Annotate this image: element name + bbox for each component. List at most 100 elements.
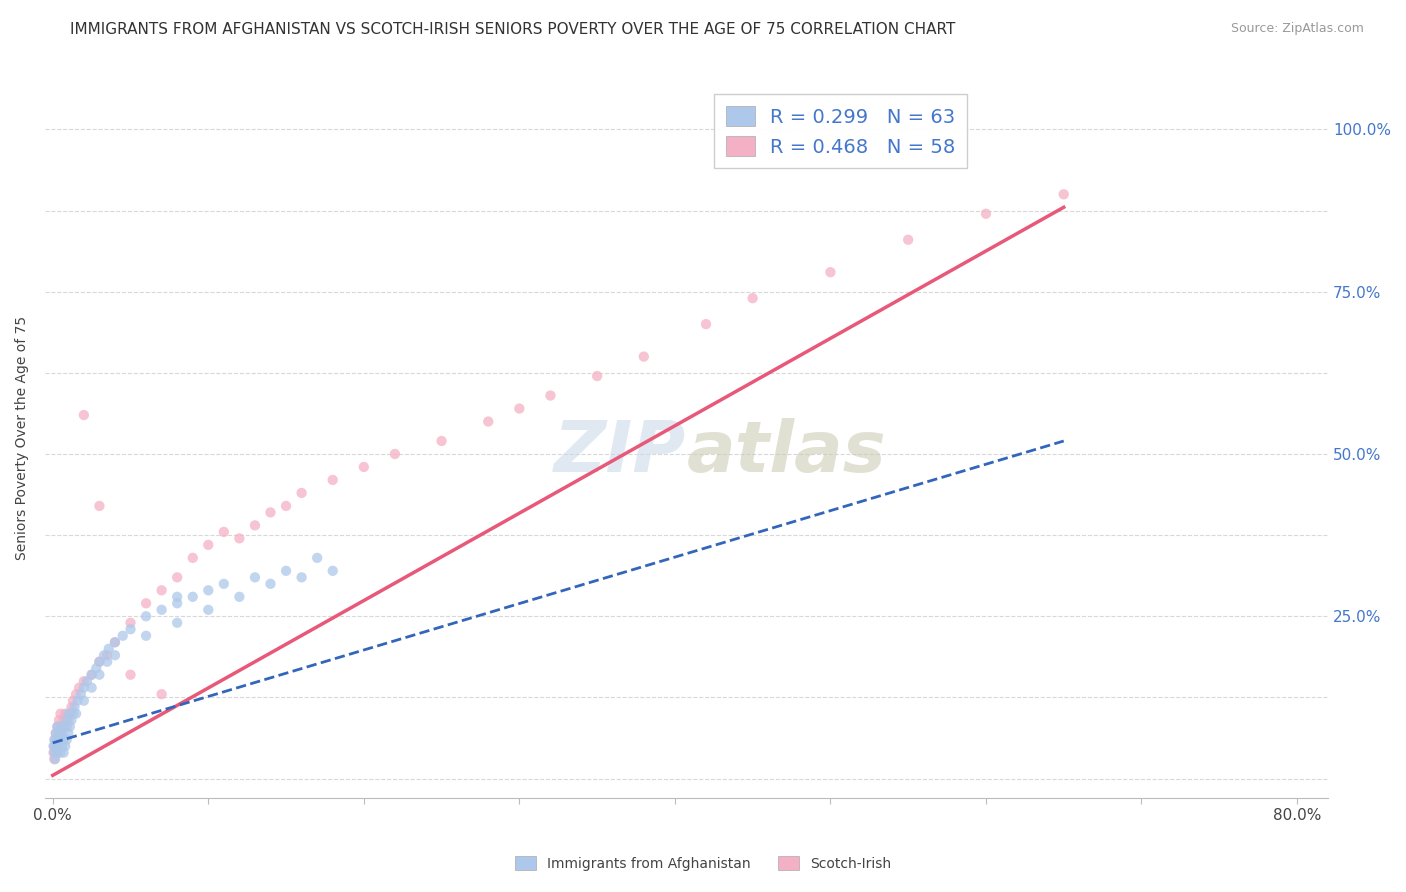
Point bbox=[55, 720, 77, 734]
Point bbox=[274, 564, 297, 578]
Point bbox=[586, 369, 609, 384]
Point bbox=[96, 655, 118, 669]
Point bbox=[65, 687, 87, 701]
Point bbox=[42, 739, 65, 753]
Point bbox=[197, 538, 219, 552]
Point bbox=[69, 687, 91, 701]
Point bbox=[58, 713, 80, 727]
Text: ZIP: ZIP bbox=[554, 417, 686, 487]
Point bbox=[44, 732, 66, 747]
Point bbox=[120, 615, 142, 630]
Point bbox=[53, 706, 76, 721]
Point bbox=[228, 590, 250, 604]
Point bbox=[695, 317, 717, 331]
Point bbox=[322, 473, 344, 487]
Point bbox=[89, 499, 111, 513]
Point bbox=[48, 739, 70, 753]
Point bbox=[51, 726, 73, 740]
Point bbox=[150, 603, 173, 617]
Point bbox=[243, 570, 266, 584]
Point bbox=[49, 746, 72, 760]
Point bbox=[120, 667, 142, 681]
Point bbox=[63, 700, 86, 714]
Point bbox=[89, 667, 111, 681]
Point bbox=[65, 706, 87, 721]
Point bbox=[52, 713, 75, 727]
Point bbox=[53, 720, 76, 734]
Text: atlas: atlas bbox=[686, 417, 886, 487]
Point bbox=[307, 550, 329, 565]
Point bbox=[62, 706, 84, 721]
Point bbox=[135, 629, 157, 643]
Legend: R = 0.299   N = 63, R = 0.468   N = 58: R = 0.299 N = 63, R = 0.468 N = 58 bbox=[714, 95, 967, 169]
Point bbox=[73, 694, 96, 708]
Point bbox=[477, 415, 499, 429]
Point bbox=[42, 746, 65, 760]
Point bbox=[52, 746, 75, 760]
Point bbox=[44, 746, 66, 760]
Point bbox=[55, 713, 77, 727]
Point bbox=[45, 726, 67, 740]
Point bbox=[60, 700, 83, 714]
Point bbox=[76, 674, 98, 689]
Point bbox=[212, 577, 235, 591]
Point bbox=[1053, 187, 1076, 202]
Point bbox=[259, 505, 281, 519]
Point bbox=[135, 609, 157, 624]
Point bbox=[73, 408, 96, 422]
Point bbox=[111, 629, 134, 643]
Point bbox=[104, 635, 127, 649]
Point bbox=[181, 590, 204, 604]
Point bbox=[104, 635, 127, 649]
Point bbox=[46, 746, 69, 760]
Point bbox=[820, 265, 842, 279]
Point bbox=[166, 590, 188, 604]
Point bbox=[48, 713, 70, 727]
Point bbox=[181, 550, 204, 565]
Point bbox=[46, 739, 69, 753]
Point bbox=[166, 615, 188, 630]
Point bbox=[46, 732, 69, 747]
Point bbox=[150, 583, 173, 598]
Point bbox=[741, 291, 763, 305]
Point bbox=[540, 388, 562, 402]
Point bbox=[80, 667, 103, 681]
Point bbox=[243, 518, 266, 533]
Point bbox=[44, 739, 66, 753]
Point bbox=[89, 655, 111, 669]
Point bbox=[59, 720, 82, 734]
Point bbox=[93, 648, 115, 663]
Point bbox=[49, 720, 72, 734]
Point bbox=[53, 739, 76, 753]
Point bbox=[62, 694, 84, 708]
Point bbox=[48, 726, 70, 740]
Point bbox=[51, 720, 73, 734]
Point bbox=[67, 681, 90, 695]
Point bbox=[48, 732, 70, 747]
Point bbox=[60, 713, 83, 727]
Point bbox=[197, 583, 219, 598]
Point bbox=[55, 732, 77, 747]
Point bbox=[120, 622, 142, 636]
Point bbox=[73, 674, 96, 689]
Point bbox=[46, 720, 69, 734]
Point bbox=[104, 648, 127, 663]
Text: IMMIGRANTS FROM AFGHANISTAN VS SCOTCH-IRISH SENIORS POVERTY OVER THE AGE OF 75 C: IMMIGRANTS FROM AFGHANISTAN VS SCOTCH-IR… bbox=[70, 22, 956, 37]
Point bbox=[633, 350, 655, 364]
Point bbox=[291, 570, 314, 584]
Point bbox=[135, 596, 157, 610]
Point bbox=[197, 603, 219, 617]
Point bbox=[44, 732, 66, 747]
Point bbox=[45, 726, 67, 740]
Point bbox=[353, 460, 375, 475]
Point bbox=[84, 661, 107, 675]
Point bbox=[228, 532, 250, 546]
Y-axis label: Seniors Poverty Over the Age of 75: Seniors Poverty Over the Age of 75 bbox=[15, 316, 30, 560]
Point bbox=[322, 564, 344, 578]
Point bbox=[430, 434, 453, 448]
Point bbox=[80, 681, 103, 695]
Point bbox=[51, 739, 73, 753]
Point bbox=[49, 732, 72, 747]
Point bbox=[45, 739, 67, 753]
Point bbox=[44, 752, 66, 766]
